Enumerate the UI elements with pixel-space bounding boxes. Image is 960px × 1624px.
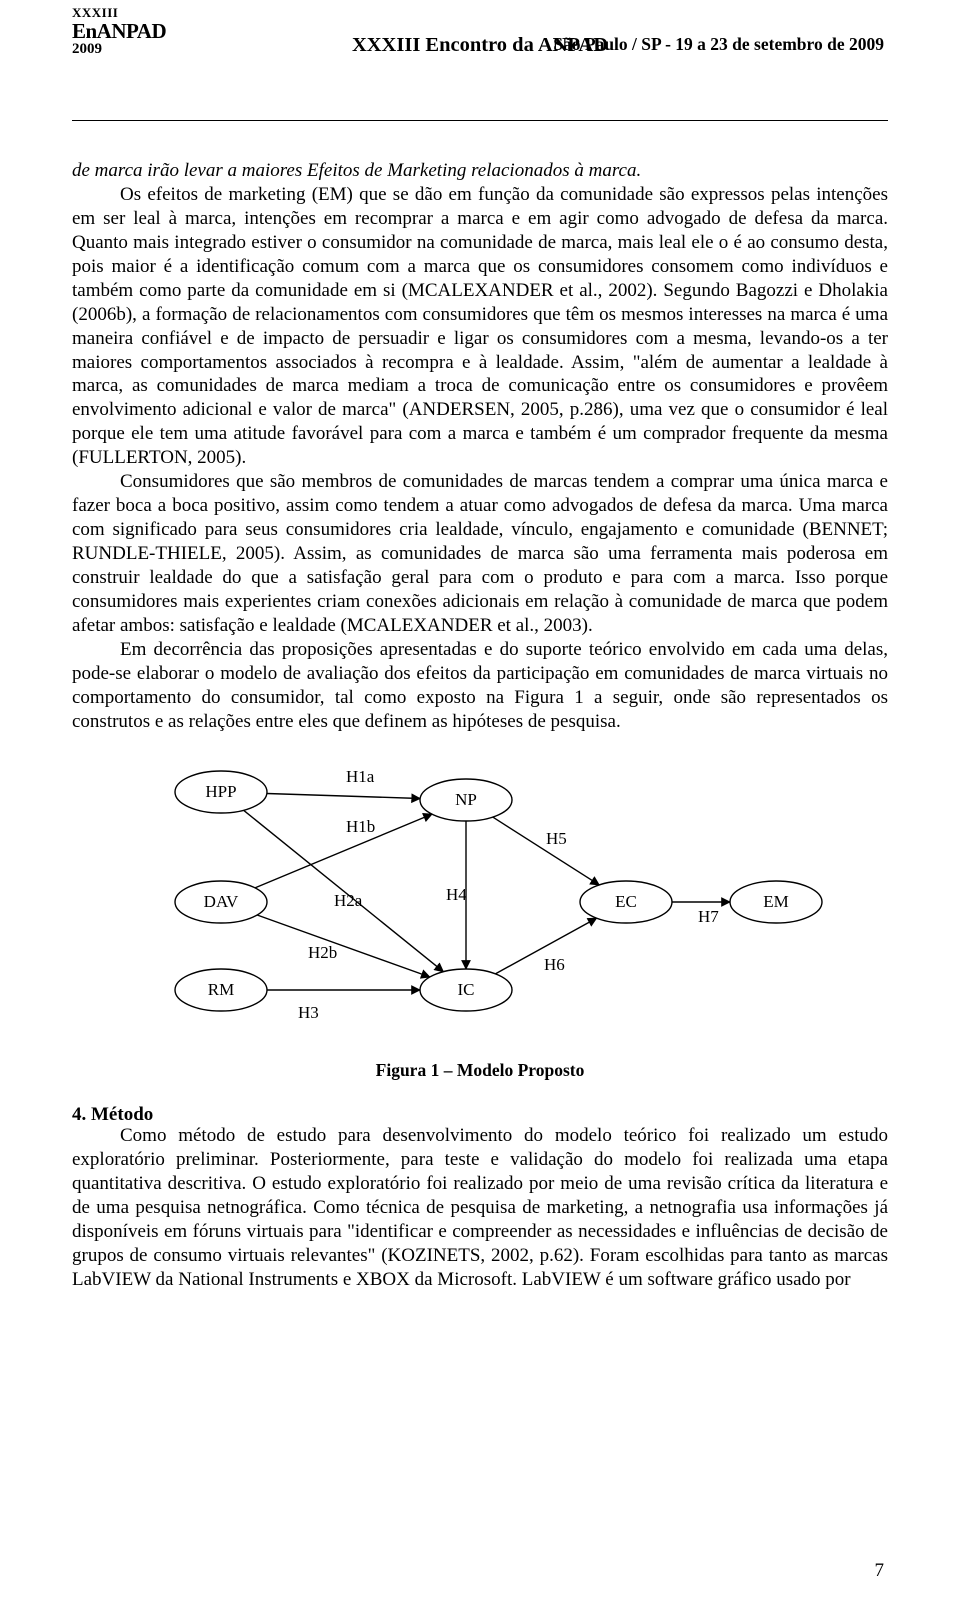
logo-line-small: XXXIII — [72, 6, 166, 20]
figure-1-diagram: H1aH1bH2aH2bH3H4H5H6H7HPPDAVRMNPICECEM — [136, 752, 776, 1052]
edge-label-H3: H3 — [298, 1003, 319, 1022]
p1-italic: de marca irão levar a maiores Efeitos de… — [72, 160, 641, 181]
section-4-heading: 4. Método — [72, 1103, 888, 1127]
figure-caption: Figura 1 – Modelo Proposto — [72, 1060, 888, 1081]
edge-label-H7: H7 — [698, 907, 719, 926]
edge-label-H2a: H2a — [334, 891, 363, 910]
page-number: 7 — [875, 1560, 885, 1582]
header-venue: São Paulo / SP - 19 a 23 de setembro de … — [553, 34, 884, 55]
page-header: XXXIII EnANPAD 2009 XXXIII Encontro da A… — [72, 0, 888, 121]
section-4: 4. Método Como método de estudo para des… — [72, 1103, 888, 1293]
page: XXXIII EnANPAD 2009 XXXIII Encontro da A… — [0, 0, 960, 1624]
edge-label-H1b: H1b — [346, 817, 375, 836]
paragraph-3: Consumidores que são membros de comunida… — [72, 470, 888, 638]
edge-label-H5: H5 — [546, 829, 567, 848]
node-label-DAV: DAV — [204, 892, 239, 911]
paragraph-2: Os efeitos de marketing (EM) que se dão … — [72, 183, 888, 470]
edge-H2a — [255, 814, 432, 888]
edge-label-H4: H4 — [446, 885, 467, 904]
node-label-IC: IC — [458, 980, 475, 999]
node-label-EC: EC — [615, 892, 637, 911]
node-label-NP: NP — [455, 790, 477, 809]
section-4-body: Como método de estudo para desenvolvimen… — [72, 1124, 888, 1292]
edge-label-H6: H6 — [544, 955, 565, 974]
edge-H1a — [267, 793, 420, 798]
edge-label-H1a: H1a — [346, 767, 375, 786]
node-label-RM: RM — [208, 980, 234, 999]
node-label-EM: EM — [763, 892, 789, 911]
edge-label-H2b: H2b — [308, 943, 337, 962]
paragraph-4: Em decorrência das proposições apresenta… — [72, 638, 888, 734]
edge-H5 — [493, 817, 599, 885]
body-text: de marca irão levar a maiores Efeitos de… — [72, 159, 888, 734]
edge-H2b — [257, 914, 430, 976]
paragraph-1: de marca irão levar a maiores Efeitos de… — [72, 159, 888, 183]
model-diagram-svg: H1a H1b H2a H2b H3 H4 H5 H6 H7 HPP DAV RM NP IC EC EM — [136, 752, 836, 1052]
node-label-HPP: HPP — [205, 782, 236, 801]
